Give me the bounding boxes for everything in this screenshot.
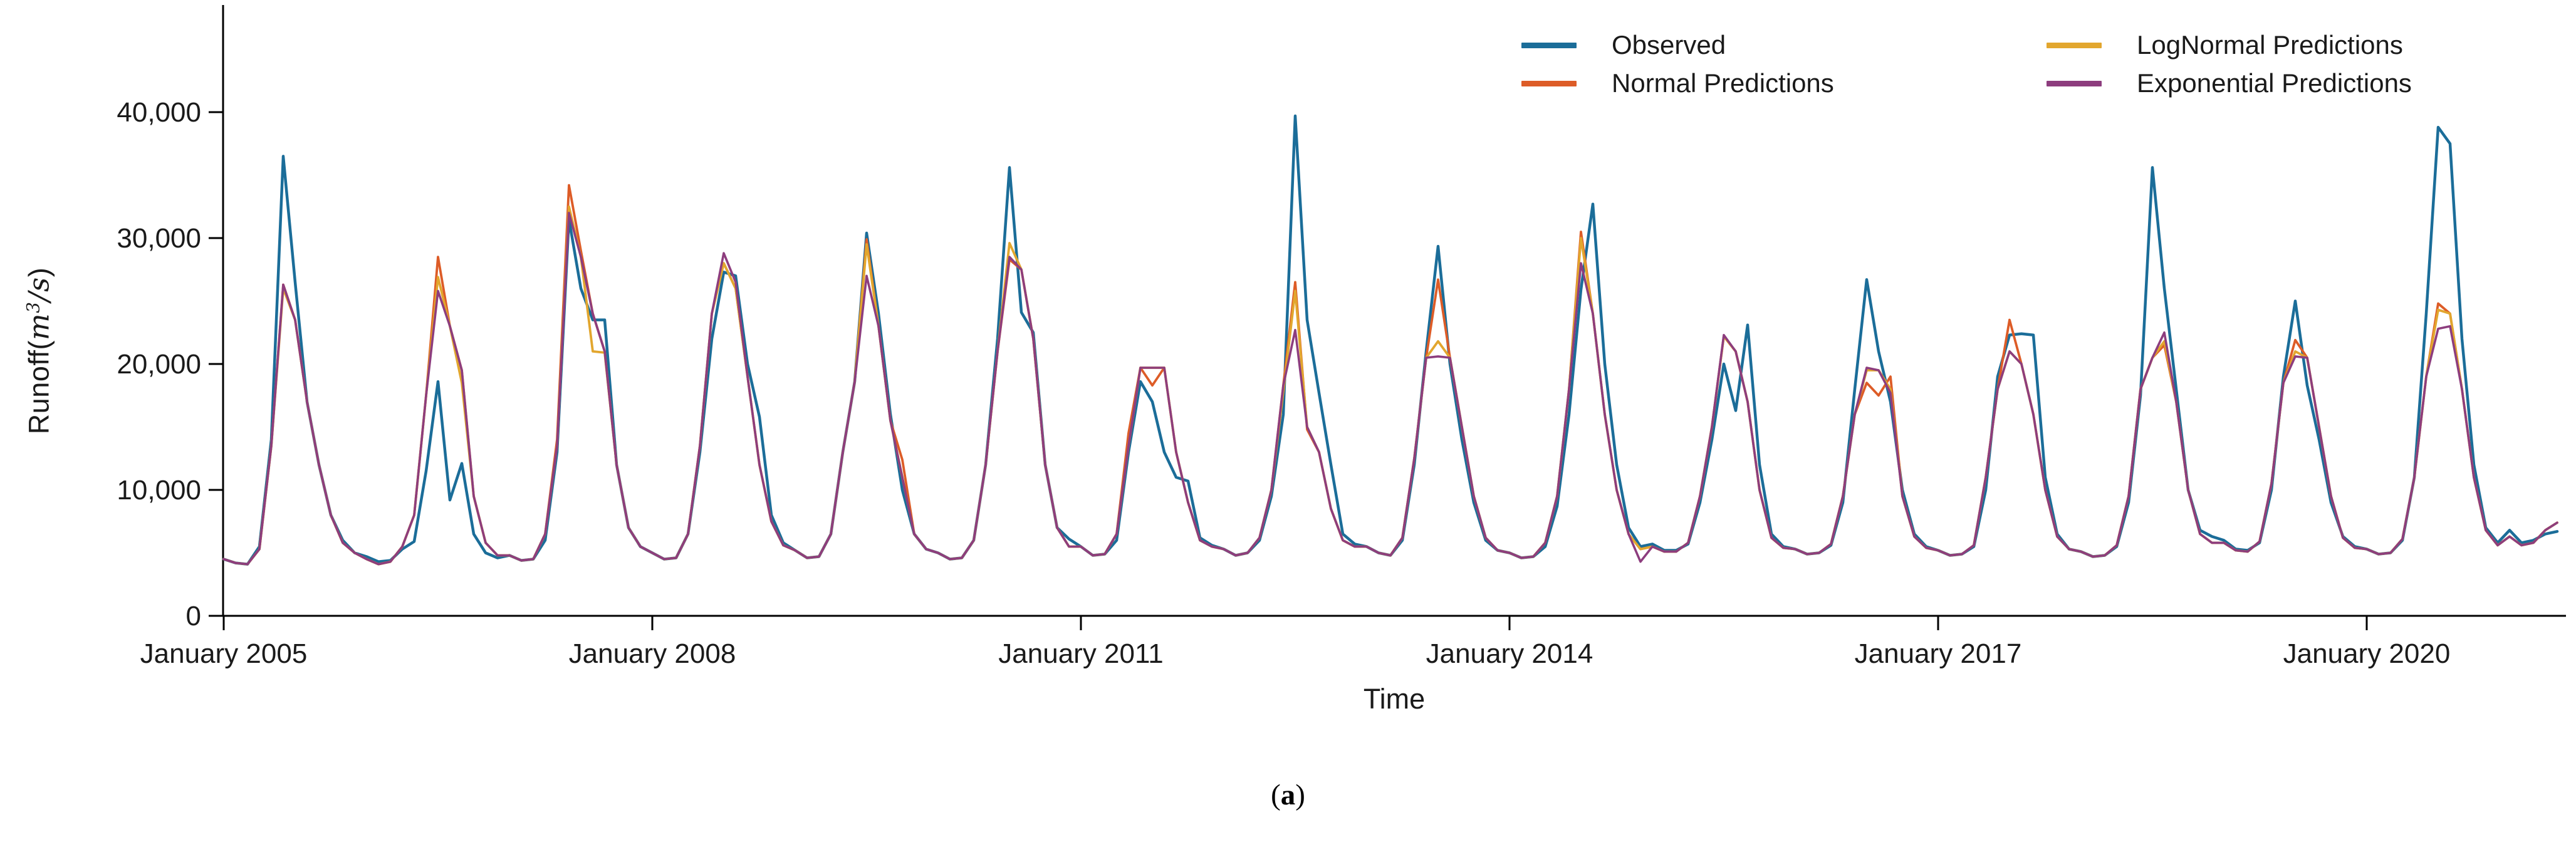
x-tick-label: January 2011 xyxy=(998,638,1163,669)
y-axis-title-slash: / xyxy=(22,291,56,302)
y-axis-title-prefix: Runoff( xyxy=(23,340,55,435)
legend-label-lognormal: LogNormal Predictions xyxy=(2137,30,2403,60)
legend-label-observed: Observed xyxy=(1612,30,1726,60)
y-tick-label: 40,000 xyxy=(117,97,201,128)
y-tick-label: 30,000 xyxy=(117,223,201,254)
caption-open-paren: ( xyxy=(1271,779,1281,811)
x-tick-label: January 2014 xyxy=(1426,638,1593,669)
subfigure-caption: (a) xyxy=(0,778,2576,812)
lognormal-line-swatch-icon xyxy=(2047,42,2102,48)
y-axis-title-var-s: s xyxy=(22,277,56,292)
x-axis-title: Time xyxy=(1363,683,1426,715)
x-tick-label: January 2020 xyxy=(2283,638,2451,669)
legend-label-normal: Normal Predictions xyxy=(1612,68,1834,98)
y-tick-label: 20,000 xyxy=(117,349,201,380)
y-axis-title-var-m: m xyxy=(22,313,56,340)
x-tick-label: January 2005 xyxy=(140,638,308,669)
exponential-line-swatch-icon xyxy=(2047,80,2102,86)
legend-item-normal: Normal Predictions xyxy=(1521,70,1834,97)
y-tick-label: 10,000 xyxy=(117,475,201,506)
normal-line-swatch-icon xyxy=(1521,80,1577,86)
legend-item-lognormal: LogNormal Predictions xyxy=(2047,31,2403,59)
legend-item-observed: Observed xyxy=(1521,31,1726,59)
legend-label-exponential: Exponential Predictions xyxy=(2137,68,2412,98)
series-lognormal-line xyxy=(222,205,2558,566)
series-observed-line xyxy=(222,114,2559,566)
caption-close-paren: ) xyxy=(1295,779,1305,811)
legend-item-exponential: Exponential Predictions xyxy=(2047,70,2412,97)
observed-line-swatch-icon xyxy=(1521,42,1577,48)
series-exponential-line xyxy=(222,211,2558,566)
y-axis-title-suffix: ) xyxy=(23,267,55,278)
y-axis-title: Runoff(m3/s) xyxy=(23,268,56,434)
caption-letter: a xyxy=(1280,779,1296,811)
y-axis-title-exponent: 3 xyxy=(23,301,44,313)
x-tick-label: January 2017 xyxy=(1855,638,2022,669)
y-tick-label: 0 xyxy=(186,601,201,631)
x-tick-label: January 2008 xyxy=(569,638,736,669)
